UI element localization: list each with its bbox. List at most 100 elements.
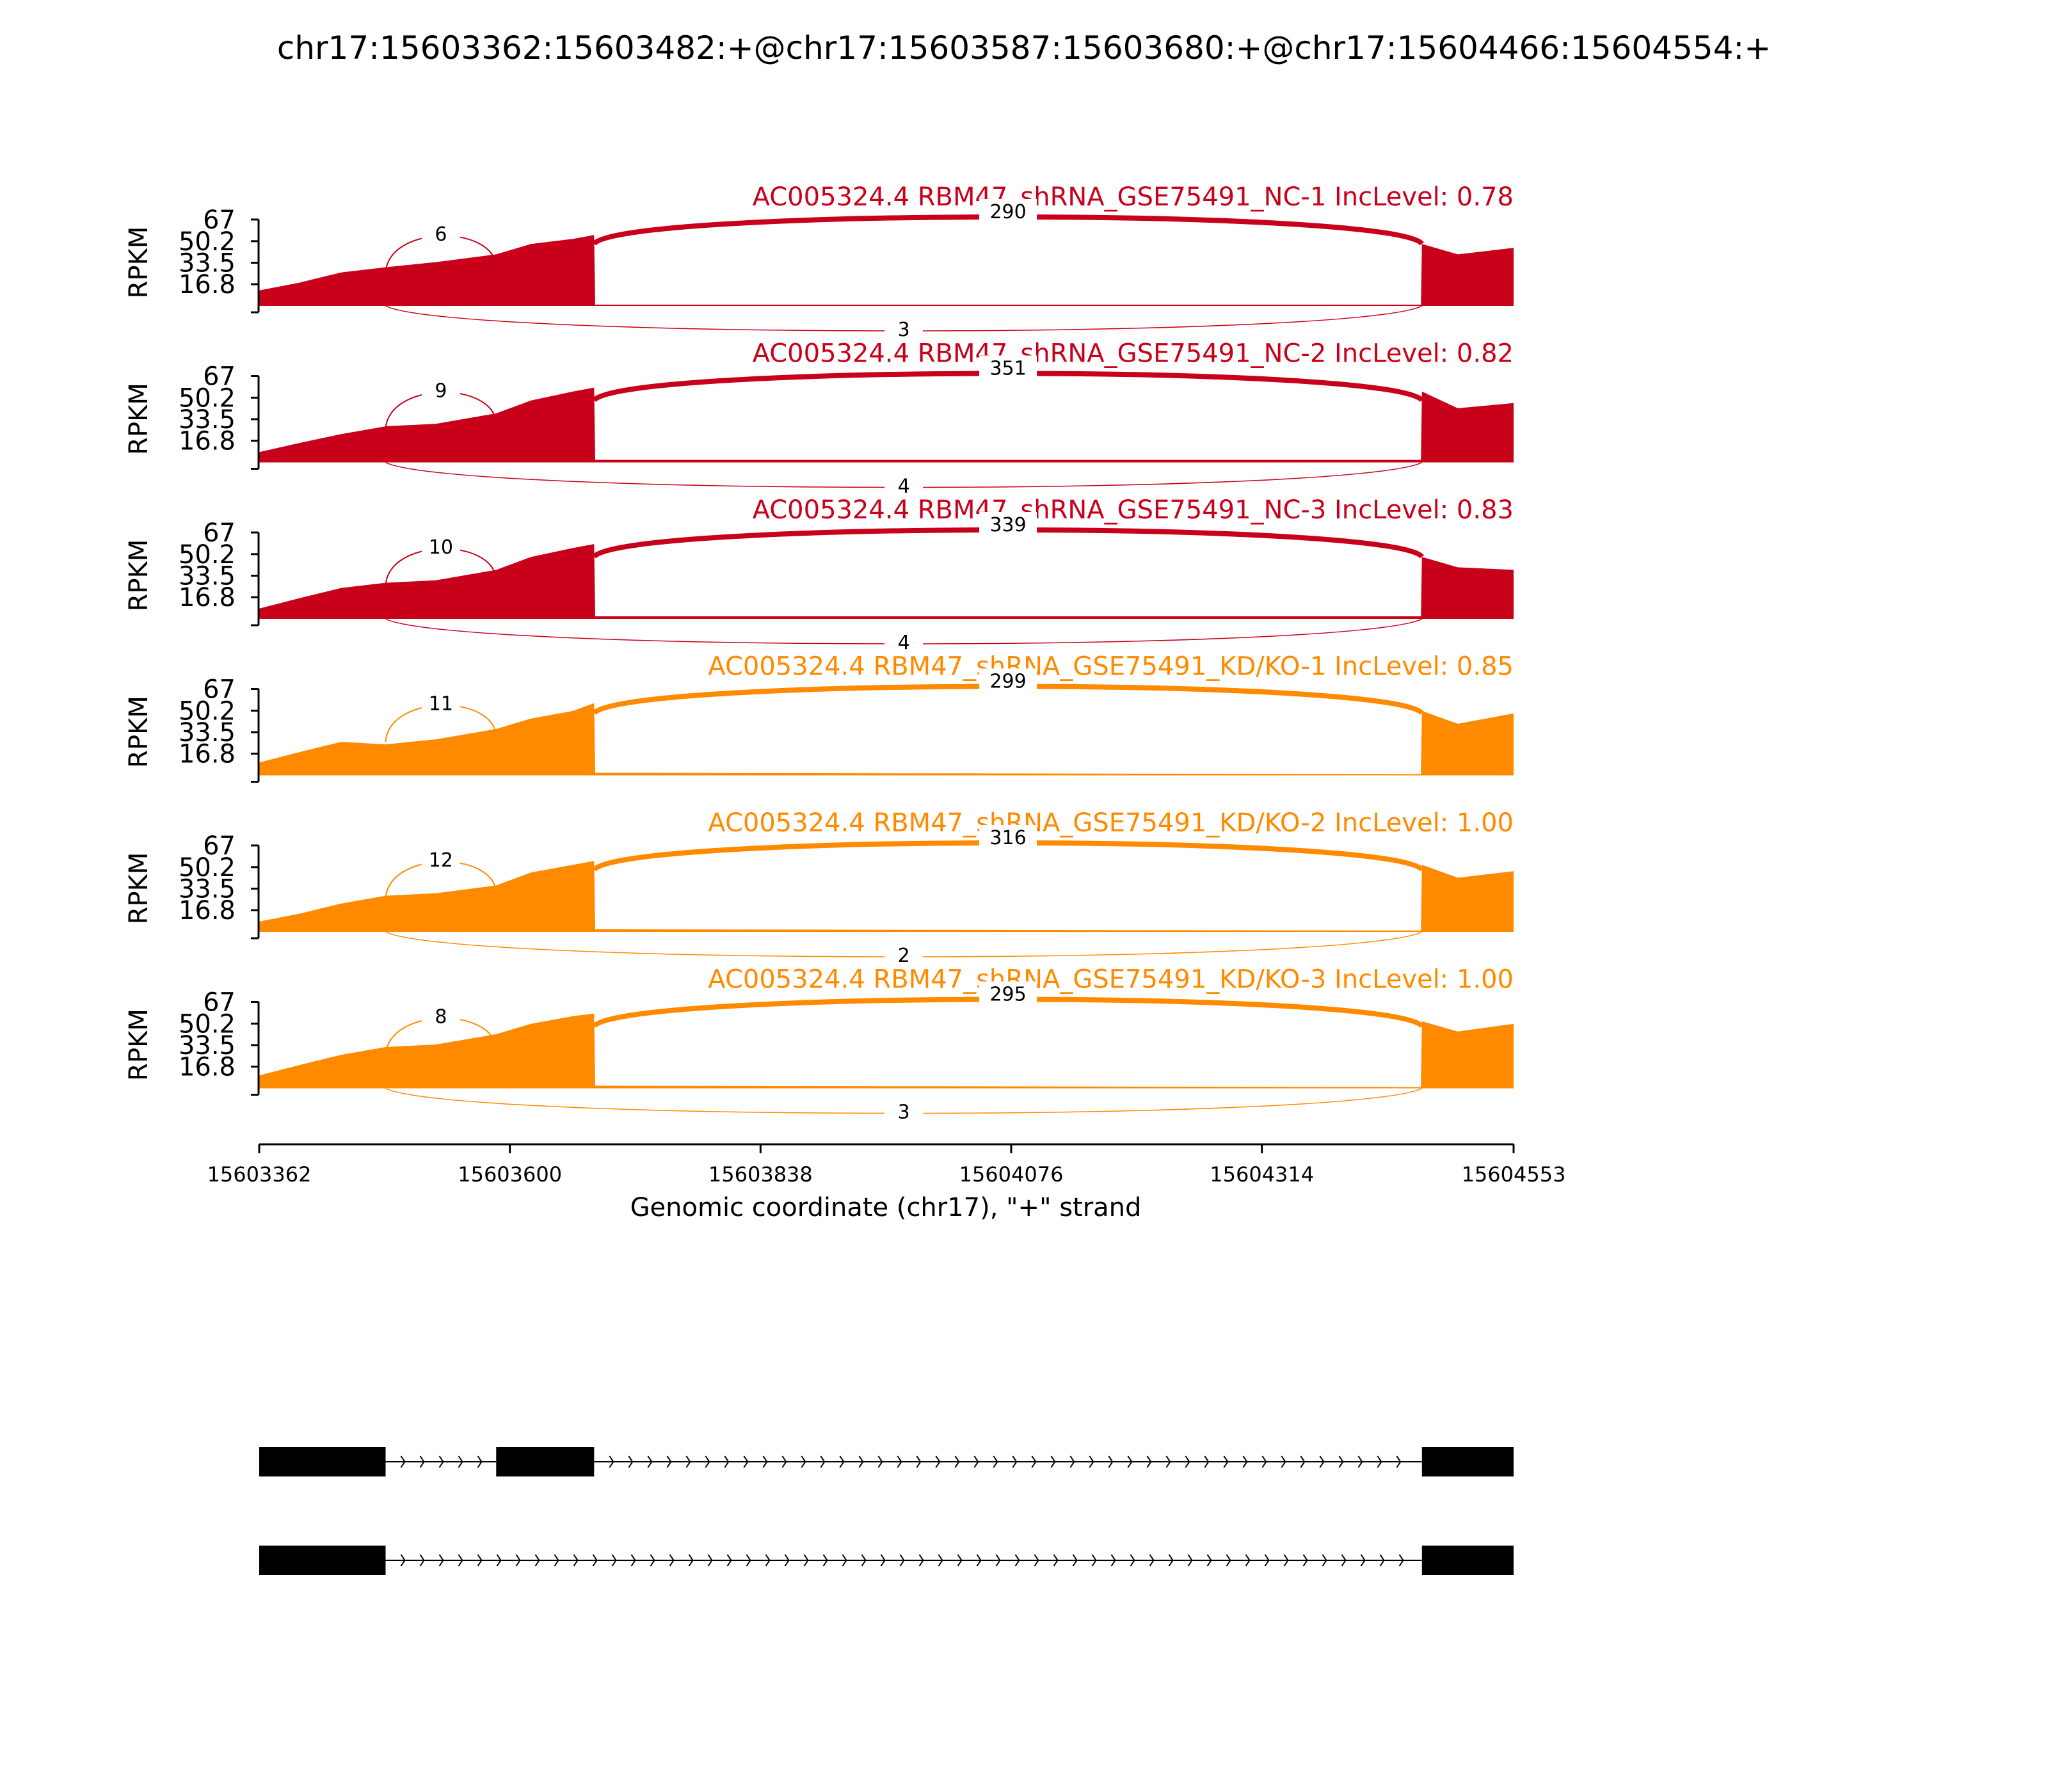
y-tick-label: 67 [203, 518, 236, 548]
exon-block [259, 1447, 386, 1476]
sample-title: AC005324.4 RBM47_shRNA_GSE75491_NC-1 Inc… [753, 182, 1514, 212]
strand-chevron-icon [400, 1554, 406, 1567]
junction-count-main: 351 [989, 358, 1026, 380]
strand-chevron-icon [630, 1554, 636, 1567]
sample-title: AC005324.4 RBM47_shRNA_GSE75491_NC-3 Inc… [753, 495, 1514, 525]
strand-chevron-icon [765, 1554, 771, 1567]
strand-chevron-icon [973, 1455, 979, 1468]
junction-count-skip: 4 [898, 632, 910, 654]
strand-chevron-icon [1168, 1554, 1174, 1567]
sample-title: AC005324.4 RBM47_shRNA_GSE75491_KD/KO-3 … [708, 965, 1514, 995]
strand-chevron-icon [1398, 1554, 1404, 1567]
strand-chevron-icon [1338, 1455, 1344, 1468]
isoform-2 [259, 1546, 1514, 1575]
strand-chevron-icon [705, 1455, 710, 1468]
isoform-structures [259, 1447, 1514, 1575]
junction-count-main: 290 [989, 201, 1026, 223]
strand-chevron-icon [743, 1455, 749, 1468]
y-axis-label: RPKM [124, 852, 154, 925]
strand-chevron-icon [1283, 1554, 1289, 1567]
strand-chevron-icon [666, 1455, 672, 1468]
strand-chevron-icon [781, 1455, 787, 1468]
strand-chevron-icon [954, 1455, 960, 1468]
junction-label-bg [979, 199, 1037, 223]
chart-title: chr17:15603362:15603482:+@chr17:15603587… [277, 29, 1771, 67]
strand-chevron-icon [419, 1554, 425, 1567]
strand-chevron-icon [573, 1554, 579, 1567]
strand-chevron-icon [897, 1455, 902, 1468]
strand-chevron-icon [515, 1554, 521, 1567]
strand-chevron-icon [496, 1554, 502, 1567]
y-tick-label: 16.8 [179, 1053, 236, 1082]
y-tick-label: 33.5 [179, 718, 236, 748]
strand-chevron-icon [993, 1455, 998, 1468]
x-axis: 15603362 15603600 15603838 15604076 15604314… [207, 1143, 1565, 1187]
strand-chevron-icon [1050, 1455, 1056, 1468]
strand-chevron-icon [1089, 1455, 1094, 1468]
y-axis-label: RPKM [124, 696, 154, 768]
exon-block [1421, 1546, 1514, 1575]
strand-chevron-icon [1242, 1455, 1248, 1468]
junction-count-upper: 9 [435, 380, 447, 403]
y-tick-label: 16.8 [179, 270, 236, 300]
strand-chevron-icon [685, 1455, 691, 1468]
sample-title: AC005324.4 RBM47_shRNA_GSE75491_KD/KO-2 … [708, 808, 1514, 838]
strand-chevron-icon [1130, 1554, 1135, 1567]
strand-chevron-icon [1302, 1554, 1308, 1567]
strand-chevron-icon [1053, 1554, 1059, 1567]
junction-count-main: 339 [989, 514, 1026, 536]
sample-title: AC005324.4 RBM47_shRNA_GSE75491_NC-2 Inc… [753, 339, 1514, 369]
y-tick-label: 50.2 [179, 1009, 236, 1039]
strand-chevron-icon [918, 1554, 924, 1567]
strand-chevron-icon [880, 1554, 886, 1567]
sample-title: AC005324.4 RBM47_shRNA_GSE75491_KD/KO-1 … [708, 652, 1514, 682]
strand-chevron-icon [458, 1554, 463, 1567]
strand-chevron-icon [861, 1554, 867, 1567]
strand-chevron-icon [1069, 1455, 1075, 1468]
track-1: 16.833.550.267 RPKM AC005324.4 RBM47_shRNA… [124, 182, 1514, 341]
strand-chevron-icon [1031, 1455, 1037, 1468]
strand-chevron-icon [1012, 1455, 1018, 1468]
strand-chevron-icon [820, 1455, 826, 1468]
y-tick-label: 16.8 [179, 896, 236, 925]
junction-count-upper: 11 [429, 693, 453, 716]
strand-chevron-icon [1396, 1455, 1402, 1468]
junction-label-bg [421, 1004, 460, 1028]
y-tick-label: 33.5 [179, 249, 236, 278]
y-tick-label: 50.2 [179, 540, 236, 570]
strand-chevron-icon [1149, 1554, 1155, 1567]
junction-count-upper: 6 [435, 223, 447, 246]
x-tick-label: 15603600 [458, 1162, 562, 1187]
track-3: 16.833.550.267 RPKM AC005324.4 RBM47_shRNA… [124, 495, 1514, 654]
strand-chevron-icon [611, 1554, 617, 1567]
junction-count-main: 295 [989, 984, 1026, 1006]
strand-chevron-icon [650, 1554, 655, 1567]
strand-chevron-icon [762, 1455, 768, 1468]
junction-label-bg [884, 317, 924, 340]
junction-count-main: 299 [989, 671, 1026, 693]
junction-count-upper: 8 [435, 1006, 447, 1028]
strand-chevron-icon [858, 1455, 864, 1468]
y-tick-label: 50.2 [179, 227, 236, 257]
junction-label-bg [979, 355, 1037, 380]
y-tick-label: 67 [203, 675, 236, 705]
y-tick-label: 33.5 [179, 562, 236, 591]
junction-count-main: 316 [989, 827, 1026, 849]
y-tick-label: 67 [203, 988, 236, 1018]
junction-label-bg [884, 1100, 924, 1123]
strand-chevron-icon [707, 1554, 713, 1567]
strand-chevron-icon [724, 1455, 730, 1468]
strand-chevron-icon [899, 1554, 905, 1567]
strand-chevron-icon [842, 1554, 847, 1567]
strand-chevron-icon [1357, 1455, 1363, 1468]
junction-count-upper: 10 [429, 536, 453, 559]
track-6: 16.833.550.267 RPKM AC005324.4 RBM47_shRNA… [124, 965, 1514, 1124]
coverage-area [259, 544, 1514, 619]
y-tick-label: 33.5 [179, 875, 236, 904]
strand-chevron-icon [1377, 1455, 1382, 1468]
strand-chevron-icon [477, 1455, 483, 1468]
strand-chevron-icon [1223, 1455, 1229, 1468]
junction-label-bg [979, 981, 1037, 1006]
coverage-area [259, 235, 1514, 306]
